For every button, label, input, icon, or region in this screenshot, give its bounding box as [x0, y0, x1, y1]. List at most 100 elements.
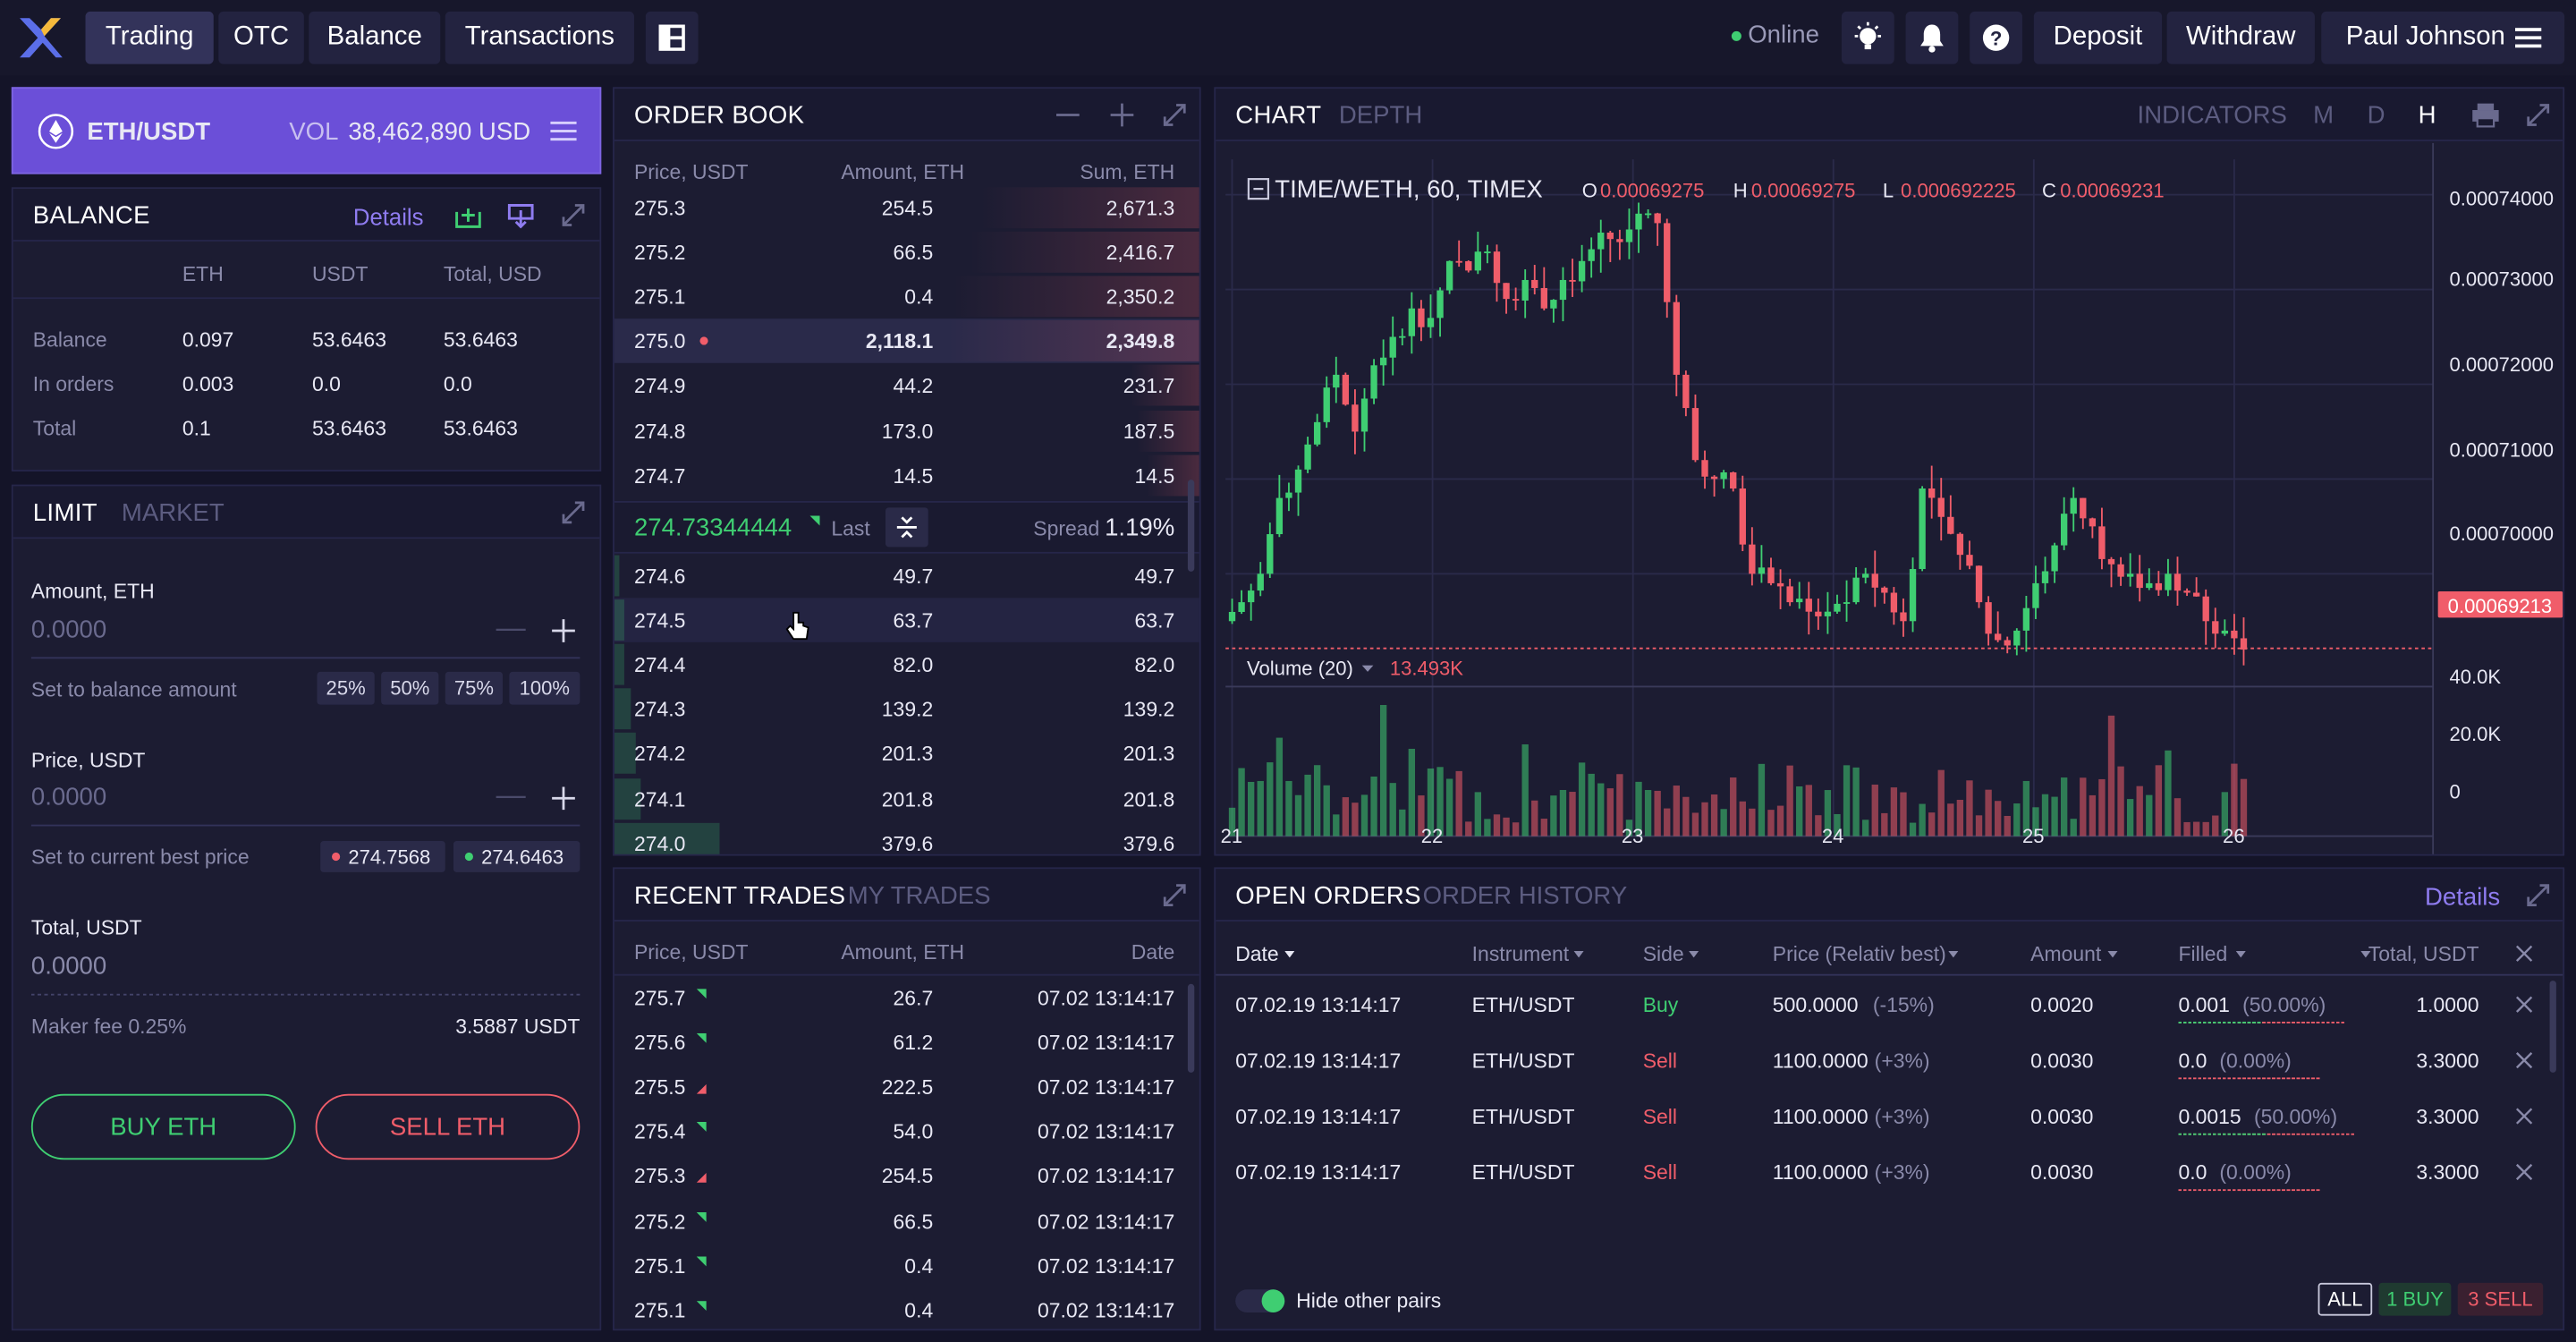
bid-row[interactable]: 274.5 63.7 63.7 — [614, 598, 1199, 643]
tf-hour[interactable]: H — [2418, 101, 2436, 131]
tab-my-trades[interactable]: MY TRADES — [847, 881, 991, 911]
tab-recent-trades[interactable]: RECENT TRADES — [633, 881, 846, 911]
balance-row-label: Balance — [32, 328, 107, 352]
ask-row[interactable]: 274.9 44.2 231.7 — [614, 363, 1199, 408]
tab-limit[interactable]: LIMIT — [32, 499, 97, 528]
nav-balance[interactable]: Balance — [309, 11, 441, 64]
price-input[interactable]: 0.0000 — [30, 783, 107, 811]
ob-amount: 201.3 — [881, 743, 934, 767]
pct-75-button[interactable]: 75% — [445, 671, 504, 705]
ask-row[interactable]: 274.8 173.0 187.5 — [614, 408, 1199, 453]
tf-month[interactable]: M — [2313, 101, 2334, 131]
print-icon[interactable] — [2470, 102, 2500, 128]
price-chart[interactable] — [1216, 142, 2564, 856]
ask-row[interactable]: 274.7 14.5 14.5 — [614, 453, 1199, 497]
expand-icon[interactable] — [2525, 882, 2551, 908]
minus-icon[interactable] — [1055, 104, 1080, 127]
cancel-order-icon[interactable] — [2515, 1163, 2533, 1181]
ask-row[interactable]: 275.1 0.4 2,350.2 — [614, 275, 1199, 319]
pct-50-button[interactable]: 50% — [381, 671, 439, 705]
sell-button[interactable]: SELL ETH — [315, 1093, 580, 1160]
ask-row[interactable]: 275.2 66.5 2,416.7 — [614, 230, 1199, 275]
tab-depth[interactable]: DEPTH — [1338, 101, 1423, 131]
filter-sell-button[interactable]: 3 SELL — [2457, 1282, 2544, 1316]
bid-row[interactable]: 274.2 201.3 201.3 — [614, 732, 1199, 777]
col-filled[interactable]: Filled — [2178, 942, 2228, 966]
order-row[interactable]: 07.02.19 13:14:17 ETH/USDT Sell 1100.0000 (+… — [1216, 1148, 2563, 1203]
withdraw-icon[interactable] — [506, 202, 536, 229]
menu-icon[interactable] — [550, 120, 577, 143]
tab-chart[interactable]: CHART — [1235, 101, 1322, 131]
col-price[interactable]: Price (Relativ best) — [1772, 942, 1946, 966]
amount-input[interactable]: 0.0000 — [30, 616, 107, 644]
expand-icon[interactable] — [560, 499, 586, 525]
tab-order-history[interactable]: ORDER HISTORY — [1422, 881, 1628, 911]
best-sell-button[interactable]: 274.7568 — [320, 841, 445, 872]
nav-otc[interactable]: OTC — [218, 11, 304, 64]
order-row[interactable]: 07.02.19 13:14:17 ETH/USDT Buy 500.0000 (-15… — [1216, 981, 2563, 1036]
order-row[interactable]: 07.02.19 13:14:17 ETH/USDT Sell 1100.0000 (+… — [1216, 1037, 2563, 1092]
help-button[interactable]: ? — [1970, 11, 2022, 64]
spread-value: 1.19% — [1105, 514, 1175, 542]
price-decrement-icon[interactable]: — — [496, 778, 526, 811]
chart-panel: CHART DEPTH INDICATORS M D H TIME/WETH, … — [1214, 87, 2565, 856]
theme-toggle-button[interactable] — [1841, 11, 1894, 64]
chevron-down-icon[interactable] — [1361, 665, 1374, 674]
col-instrument[interactable]: Instrument — [1471, 942, 1570, 966]
ob-scrollbar[interactable] — [1187, 480, 1195, 572]
indicators-button[interactable]: INDICATORS — [2137, 101, 2287, 131]
trades-scrollbar[interactable] — [1187, 983, 1195, 1073]
bid-row[interactable]: 274.0 379.6 379.6 — [614, 820, 1199, 854]
nav-transactions[interactable]: Transactions — [445, 11, 634, 64]
expand-icon[interactable] — [560, 202, 586, 228]
tab-market[interactable]: MARKET — [121, 499, 225, 528]
cancel-all-icon[interactable] — [2515, 945, 2533, 963]
bid-row[interactable]: 274.6 49.7 49.7 — [614, 554, 1199, 599]
pct-100-button[interactable]: 100% — [509, 671, 580, 705]
bid-row[interactable]: 274.1 201.8 201.8 — [614, 777, 1199, 821]
buy-button[interactable]: BUY ETH — [30, 1093, 296, 1160]
amount-decrement-icon[interactable]: — — [496, 610, 526, 644]
filter-all-button[interactable]: ALL — [2318, 1282, 2373, 1316]
deposit-icon[interactable] — [453, 202, 483, 228]
filter-buy-button[interactable]: 1 BUY — [2378, 1282, 2452, 1316]
ask-row[interactable]: 275.0 2,118.1 2,349.8 — [614, 319, 1199, 364]
pair-selector[interactable]: ETH/USDT VOL 38,462,890 USD — [11, 87, 602, 174]
tab-open-orders[interactable]: OPEN ORDERS — [1235, 881, 1421, 911]
bid-row[interactable]: 274.3 139.2 139.2 — [614, 687, 1199, 732]
notifications-button[interactable] — [1905, 11, 1959, 64]
pct-25-button[interactable]: 25% — [317, 671, 375, 705]
amount-increment-icon[interactable] — [550, 617, 576, 643]
layout-button[interactable] — [645, 11, 699, 64]
center-book-button[interactable] — [885, 507, 928, 548]
price-increment-icon[interactable] — [550, 786, 576, 811]
expand-icon[interactable] — [2525, 102, 2551, 128]
tf-day[interactable]: D — [2367, 101, 2385, 131]
orders-scrollbar[interactable] — [2549, 981, 2556, 1073]
col-date[interactable]: Date — [1235, 942, 1279, 966]
expand-icon[interactable] — [1162, 102, 1188, 128]
deposit-button[interactable]: Deposit — [2033, 11, 2163, 64]
cancel-order-icon[interactable] — [2515, 996, 2533, 1014]
total-input[interactable]: 0.0000 — [30, 952, 107, 981]
expand-icon[interactable] — [1162, 882, 1188, 908]
col-side[interactable]: Side — [1642, 942, 1684, 966]
best-buy-button[interactable]: 274.6463 — [453, 841, 580, 872]
cancel-order-icon[interactable] — [2515, 1107, 2533, 1125]
volume-bar — [2098, 778, 2106, 837]
cancel-order-icon[interactable] — [2515, 1051, 2533, 1069]
hide-pairs-toggle[interactable] — [1235, 1289, 1285, 1312]
col-total[interactable]: Total, USDT — [2368, 942, 2479, 966]
col-amount[interactable]: Amount — [2030, 942, 2102, 966]
balance-details-link[interactable]: Details — [352, 203, 424, 231]
nav-trading[interactable]: Trading — [85, 11, 214, 64]
user-menu-button[interactable]: Paul Johnson — [2321, 11, 2565, 64]
logo-icon[interactable] — [16, 15, 65, 61]
ask-row[interactable]: 275.3 254.5 2,671.3 — [614, 185, 1199, 230]
orders-details-link[interactable]: Details — [2424, 883, 2501, 912]
collapse-legend-icon[interactable] — [1247, 177, 1270, 200]
bid-row[interactable]: 274.4 82.0 82.0 — [614, 642, 1199, 687]
plus-icon[interactable] — [1109, 102, 1135, 128]
withdraw-button[interactable]: Withdraw — [2166, 11, 2315, 64]
order-row[interactable]: 07.02.19 13:14:17 ETH/USDT Sell 1100.0000 (+… — [1216, 1092, 2563, 1148]
